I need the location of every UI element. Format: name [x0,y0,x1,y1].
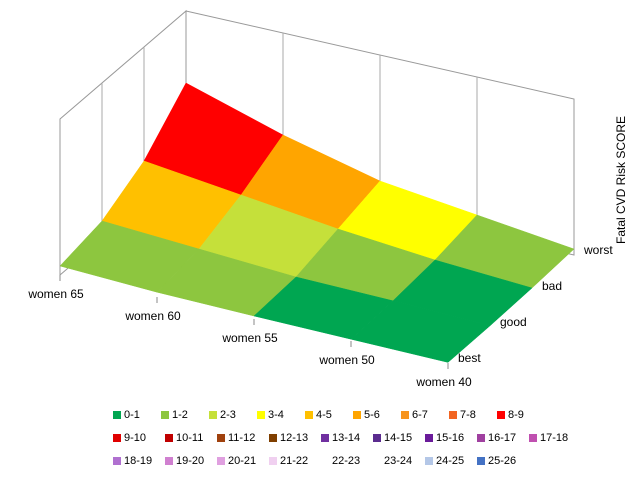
legend-swatch [217,434,225,442]
legend-swatch [477,457,485,465]
legend-swatch [165,434,173,442]
legend-swatch [269,457,277,465]
legend-label: 5-6 [364,409,380,421]
legend-swatch [529,434,537,442]
legend-label: 16-17 [488,432,516,444]
z-axis-label: Fatal CVD Risk SCORE [614,116,628,244]
legend-swatch [477,434,485,442]
legend-swatch [217,457,225,465]
legend-swatch [425,434,433,442]
legend-swatch [269,434,277,442]
legend-label: 19-20 [176,455,204,467]
legend-label: 10-11 [176,432,203,444]
legend-label: 9-10 [124,432,146,444]
legend-label: 22-23 [332,455,360,467]
legend-swatch [321,434,329,442]
x-tick-label: women 50 [318,353,375,367]
legend-swatch [113,434,121,442]
legend-swatch [209,411,217,419]
legend-label: 14-15 [384,432,412,444]
x-tick-label: women 55 [221,331,278,345]
legend-label: 3-4 [268,409,284,421]
legend-label: 8-9 [508,409,524,421]
legend-label: 21-22 [280,455,308,467]
legend-label: 1-2 [172,409,188,421]
legend-label: 2-3 [220,409,236,421]
legend-swatch [353,411,361,419]
legend-label: 13-14 [332,432,360,444]
legend-swatch [161,411,169,419]
legend-label: 20-21 [228,455,256,467]
legend-swatch [320,456,330,466]
legend-swatch [257,411,265,419]
x-tick-label: women 40 [415,375,472,389]
depth-tick-label: good [500,315,527,329]
legend-label: 7-8 [460,409,476,421]
legend-label: 25-26 [488,455,516,467]
legend-swatch [113,411,121,419]
legend-swatch [305,411,313,419]
depth-tick-label: bad [542,279,562,293]
legend-label: 11-12 [228,432,255,444]
legend-swatch [425,457,433,465]
surface-patch [350,300,491,363]
x-tick-label: women 60 [124,309,181,323]
legend-label: 17-18 [540,432,568,444]
legend-swatch [497,411,505,419]
x-tick-label: women 65 [27,287,84,301]
legend-swatch [113,457,121,465]
legend-label: 18-19 [124,455,152,467]
legend-swatch [449,411,457,419]
legend-swatch [165,457,173,465]
legend-label: 24-25 [436,455,464,467]
legend-label: 23-24 [384,455,412,467]
depth-tick-label: worst [583,243,613,257]
legend-label: 15-16 [436,432,464,444]
legend-swatch [373,434,381,442]
legend-label: 0-1 [124,409,140,421]
depth-tick-label: best [458,351,481,365]
legend-label: 4-5 [316,409,332,421]
legend-label: 12-13 [280,432,308,444]
legend-label: 6-7 [412,409,428,421]
legend-swatch [401,411,409,419]
legend-swatch [372,456,382,466]
